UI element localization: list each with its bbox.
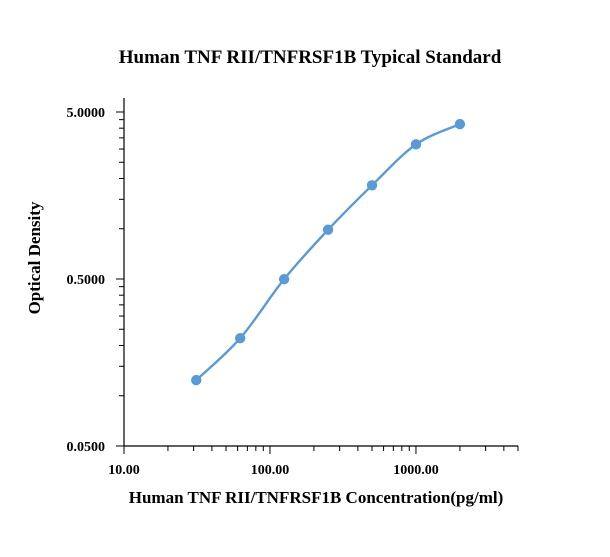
data-point bbox=[191, 374, 202, 386]
data-point bbox=[366, 180, 378, 191]
x-tick-label: 1000.00 bbox=[393, 463, 439, 478]
y-axis-label: Optical Density bbox=[25, 201, 44, 314]
series-line bbox=[195, 123, 461, 381]
data-point bbox=[322, 224, 334, 235]
chart-title: Human TNF RII/TNFRSF1B Typical Standard bbox=[119, 47, 502, 68]
x-tick-label: 10.00 bbox=[108, 463, 140, 478]
data-point bbox=[278, 273, 290, 285]
axes: 10.00 100.00 1000.00 0.0500 0.5000 5.0000 bbox=[67, 98, 519, 478]
x-axis-label: Human TNF RII/TNFRSF1B Concentration(pg/… bbox=[129, 488, 504, 507]
y-tick-label: 0.5000 bbox=[67, 273, 106, 288]
data-point bbox=[410, 139, 422, 150]
y-tick-label: 5.0000 bbox=[67, 106, 106, 121]
data-series bbox=[191, 118, 466, 386]
y-tick-label: 0.0500 bbox=[67, 440, 106, 455]
data-point bbox=[234, 333, 246, 344]
data-point bbox=[454, 118, 466, 130]
x-tick-label: 100.00 bbox=[251, 463, 290, 478]
